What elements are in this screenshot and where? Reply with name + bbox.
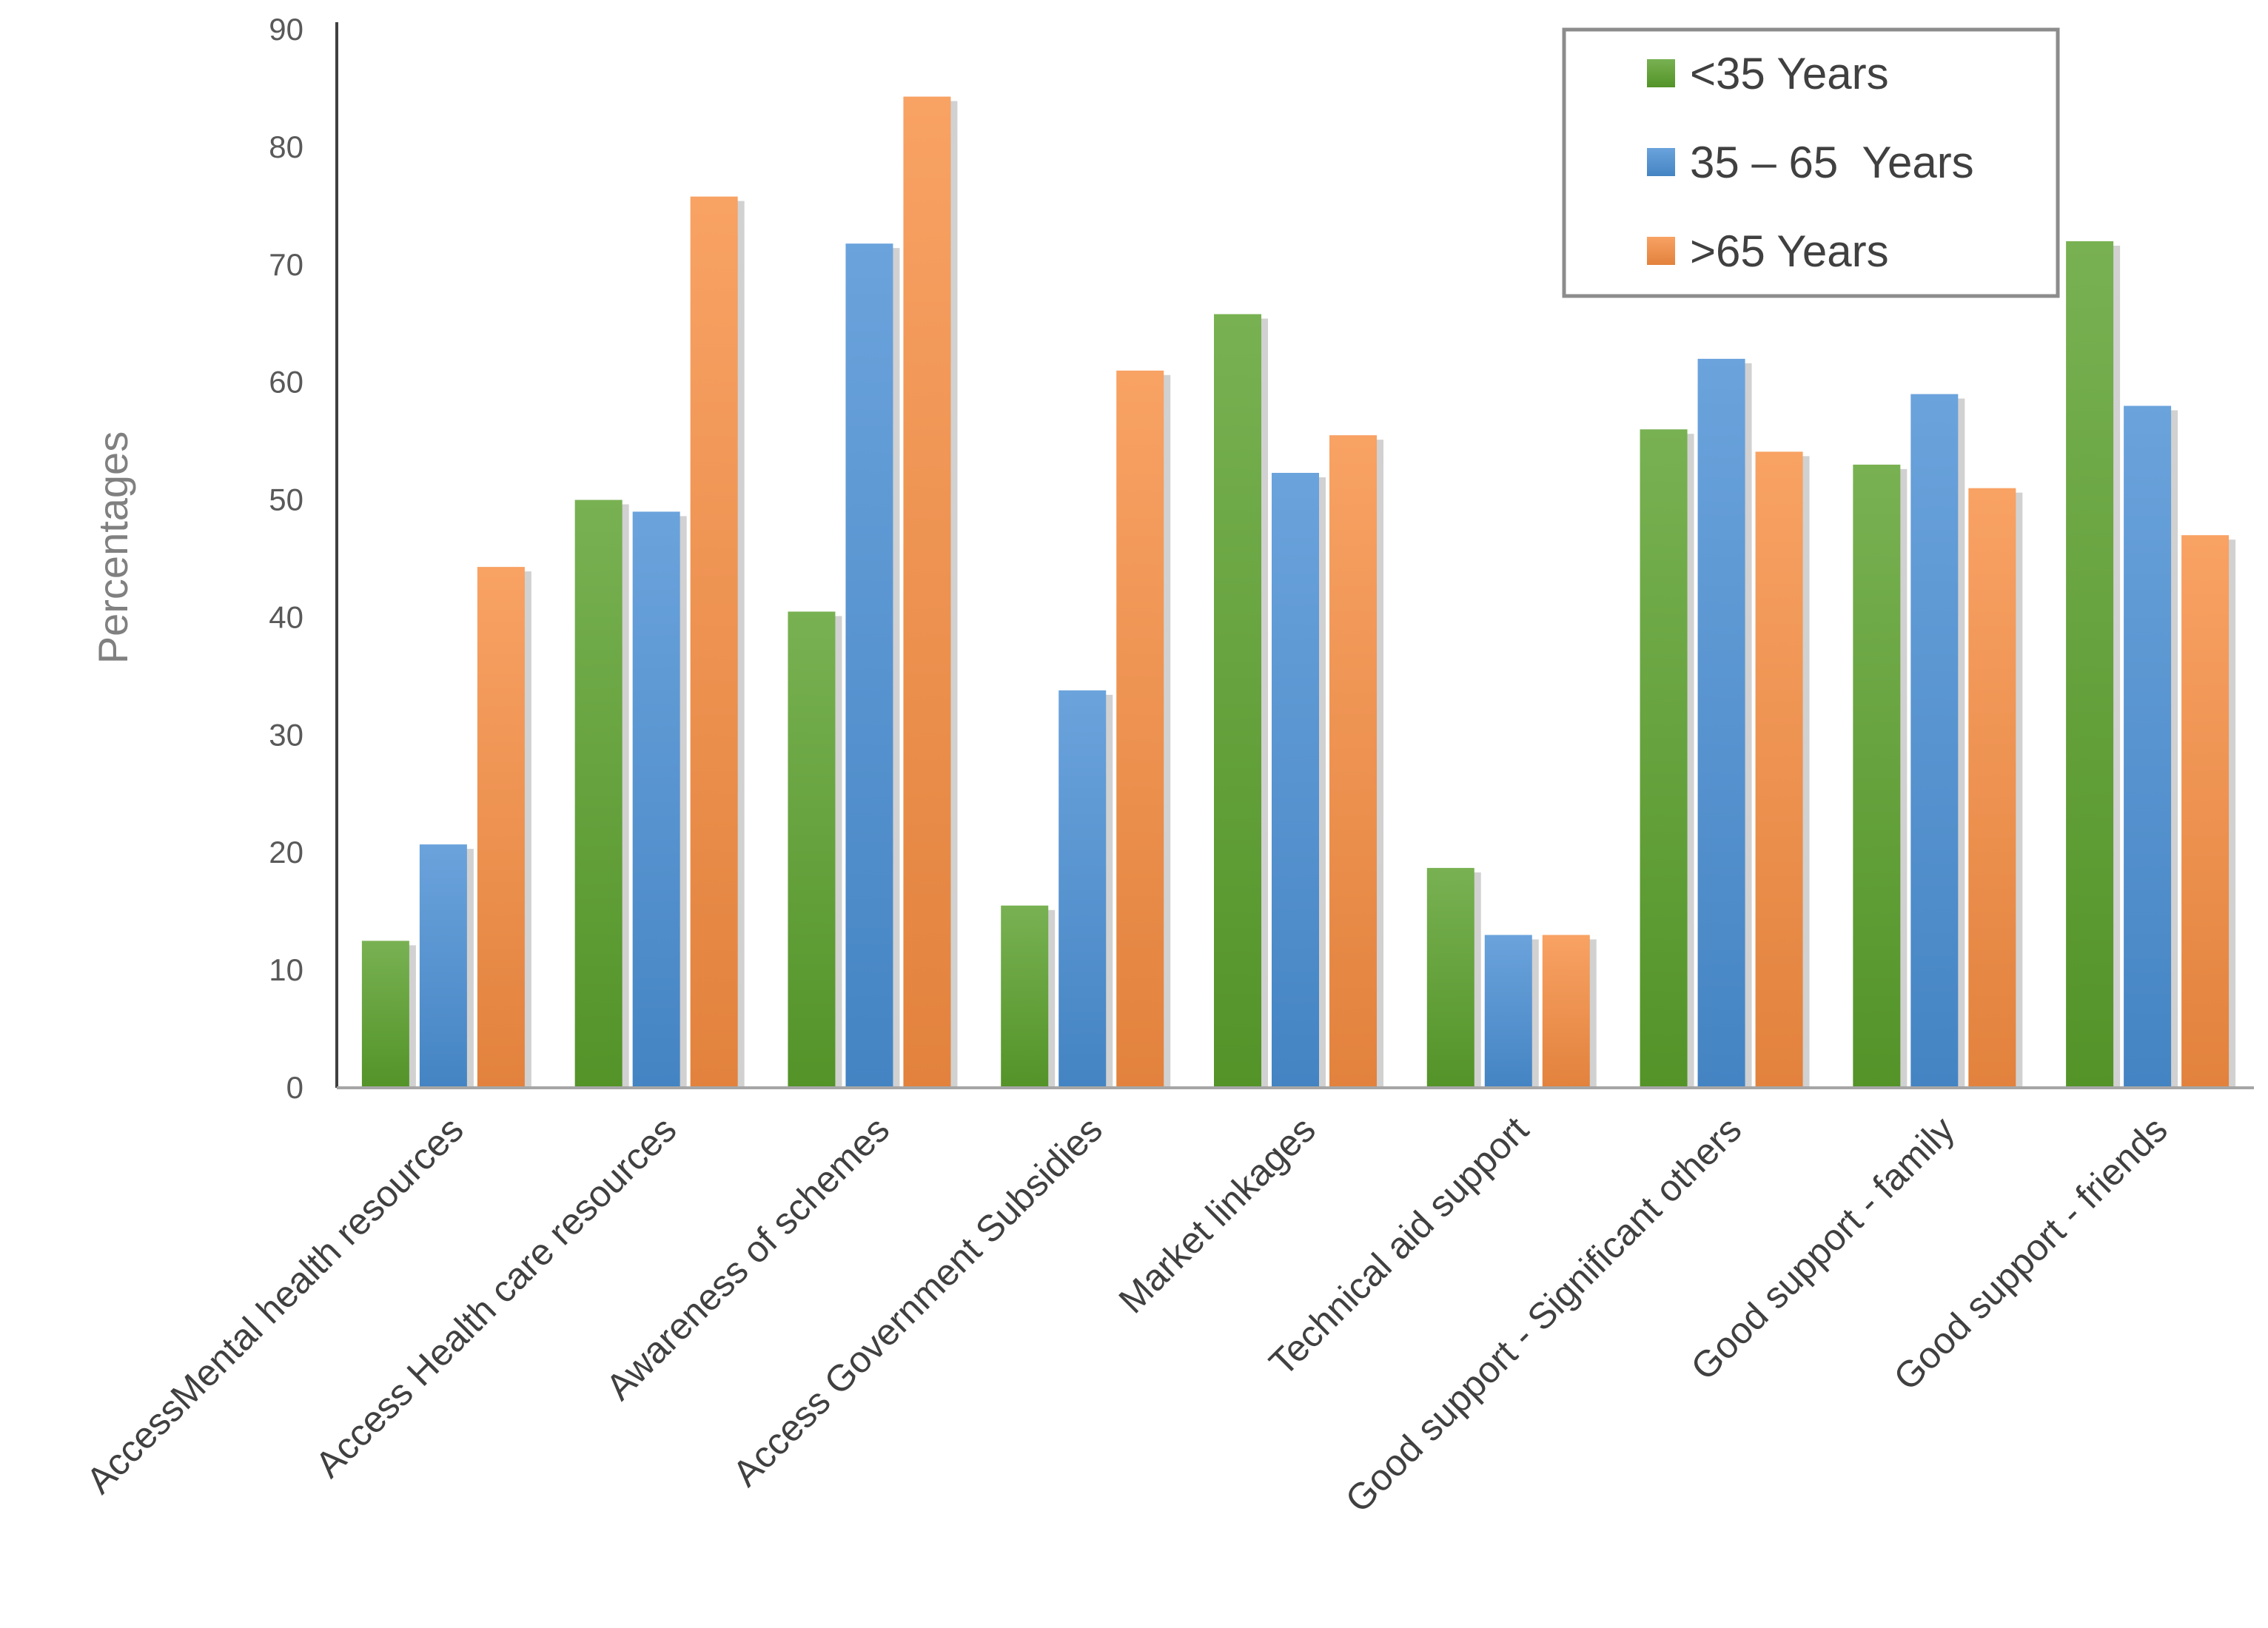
bar-65-years-awareness-of-schemes <box>903 96 951 1089</box>
x-tick-label: Access Government Subsidies <box>725 1109 1110 1494</box>
x-tick-label: AccessMental health resources <box>78 1109 472 1501</box>
bar-65-years-technical-aid-support <box>1542 935 1590 1088</box>
bar-35-65-years-awareness-of-schemes <box>845 243 893 1089</box>
bar-35-years-awareness-of-schemes <box>788 611 836 1088</box>
bar-35-65-years-market-linkages <box>1272 473 1319 1088</box>
x-tick-label: Good support - Significant others <box>1338 1109 1749 1520</box>
x-tick-label: Market linkages <box>1111 1109 1323 1321</box>
y-tick-label: 10 <box>269 952 303 987</box>
bar-35-65-years-good-support-family <box>1910 394 1959 1088</box>
y-axis: 0 10 20 30 40 50 60 70 80 90 <box>269 12 338 1105</box>
legend-label: 35 – 65 Years <box>1690 138 1974 187</box>
y-tick-label: 20 <box>269 835 303 870</box>
bar-65-years-access-government-subsidies <box>1116 370 1164 1088</box>
bar-65-years-market-linkages <box>1329 435 1377 1088</box>
y-tick-label: 30 <box>269 717 303 752</box>
y-tick-label: 0 <box>286 1070 303 1105</box>
bar-65-years-good-support-friends <box>2181 535 2230 1088</box>
bar-65-years-good-support-significant-others <box>1755 451 1803 1088</box>
y-tick-label: 80 <box>269 130 303 164</box>
bar-35-years-accessmental-health-resources <box>361 941 409 1088</box>
y-axis-title: Percentages <box>90 431 136 664</box>
bar-35-years-market-linkages <box>1214 314 1261 1088</box>
bar-35-65-years-access-government-subsidies <box>1058 690 1107 1088</box>
bar-65-years-accessmental-health-resources <box>477 567 525 1088</box>
legend-swatch-35-65-years <box>1647 148 1675 176</box>
y-tick-label: 50 <box>269 482 303 517</box>
bar-35-65-years-access-health-care-resources <box>632 511 680 1088</box>
y-tick-label: 60 <box>269 365 303 400</box>
legend-swatch-65-years <box>1647 237 1675 265</box>
legend-swatch-35-years <box>1647 59 1675 87</box>
bar-65-years-access-health-care-resources <box>690 196 738 1089</box>
bar-35-years-good-support-family <box>1853 464 1901 1088</box>
legend: <35 Years 35 – 65 Years >65 Years <box>1562 27 2060 298</box>
bar-35-years-access-health-care-resources <box>574 500 623 1088</box>
bars <box>361 96 2236 1089</box>
legend-label: <35 Years <box>1690 49 1889 98</box>
bar-35-years-good-support-significant-others <box>1640 429 1688 1088</box>
y-tick-label: 40 <box>269 599 303 634</box>
bar-35-65-years-good-support-significant-others <box>1697 358 1745 1088</box>
x-tick-label: Access Health care resources <box>307 1109 684 1485</box>
bar-35-65-years-good-support-friends <box>2124 406 2172 1088</box>
bar-35-years-access-government-subsidies <box>1001 905 1049 1088</box>
bar-35-years-technical-aid-support <box>1426 867 1474 1088</box>
legend-label: >65 Years <box>1690 226 1889 276</box>
bar-35-years-good-support-friends <box>2066 241 2114 1088</box>
y-tick-label: 90 <box>269 12 303 47</box>
bar-65-years-good-support-family <box>1968 488 2016 1088</box>
bar-35-65-years-accessmental-health-resources <box>419 844 467 1088</box>
y-tick-label: 70 <box>269 247 303 282</box>
bar-35-65-years-technical-aid-support <box>1484 935 1532 1088</box>
legend-box <box>1562 27 2060 298</box>
